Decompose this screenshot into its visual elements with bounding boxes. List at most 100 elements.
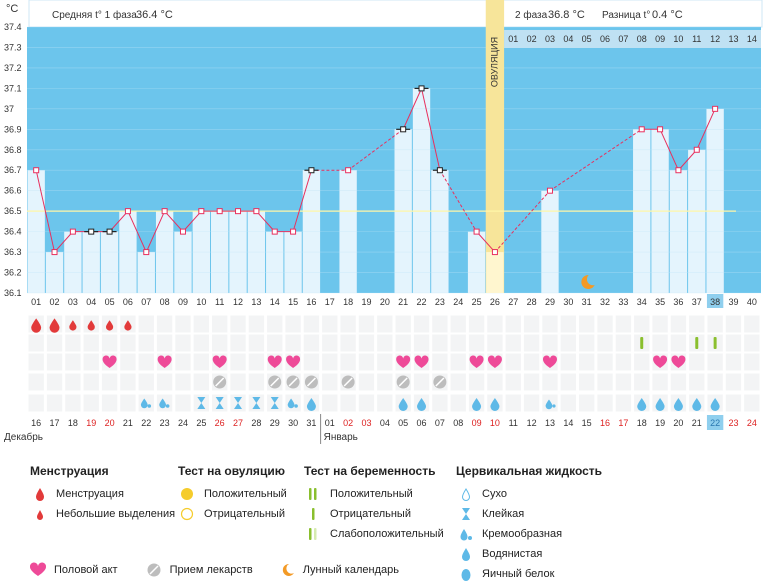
grid-cell xyxy=(175,394,191,412)
grid-cell xyxy=(138,315,154,333)
grid-cell xyxy=(303,334,320,352)
temperature-point xyxy=(436,167,443,174)
pregnancy-positive-icon xyxy=(640,337,644,349)
cycle-day-label: 26 xyxy=(490,297,500,307)
grid-cell xyxy=(377,373,393,391)
legend-ovulation-title: Тест на овуляцию xyxy=(178,464,285,478)
grid-cell xyxy=(634,315,650,333)
cycle-day-label: 15 xyxy=(288,297,298,307)
temperature-point xyxy=(143,249,150,256)
y-tick-label: 36.7 xyxy=(4,165,22,175)
grid-cell xyxy=(487,334,503,352)
grid-cell xyxy=(322,315,338,333)
grid-cell xyxy=(267,334,283,352)
temperature-point xyxy=(69,228,76,235)
grid-cell xyxy=(212,394,228,412)
grid-cell xyxy=(303,353,320,371)
date-label: 20 xyxy=(673,418,683,428)
y-tick-label: 37.1 xyxy=(4,83,22,93)
temperature-bar xyxy=(266,231,284,293)
grid-cell xyxy=(120,353,136,371)
cycle-day-label: 39 xyxy=(728,297,738,307)
temperature-line xyxy=(109,210,129,232)
grid-cell xyxy=(285,315,301,333)
date-label: 24 xyxy=(178,418,188,428)
grid-cell xyxy=(597,334,613,352)
light-spotting-drop-icon xyxy=(37,510,43,520)
grid-cell xyxy=(395,315,411,333)
grid-cell xyxy=(267,394,283,412)
grid-cell xyxy=(175,373,191,391)
grid-cell xyxy=(542,373,558,391)
grid-cell xyxy=(377,353,393,371)
date-label: 02 xyxy=(343,418,353,428)
unit-label: °C xyxy=(6,3,18,15)
temperature-bar xyxy=(541,190,559,293)
post-ovulation-day: 13 xyxy=(728,34,738,44)
date-label: 01 xyxy=(325,418,335,428)
temperature-point xyxy=(675,167,682,174)
date-label: 28 xyxy=(251,418,261,428)
grid-cell xyxy=(615,373,632,391)
grid-cell xyxy=(193,315,209,333)
post-ovulation-day: 14 xyxy=(747,34,757,44)
grid-cell xyxy=(230,394,246,412)
temperature-point xyxy=(638,126,645,133)
grid-cell xyxy=(65,394,81,412)
grid-cell xyxy=(156,315,173,333)
date-label: 23 xyxy=(728,418,738,428)
temperature-point xyxy=(88,228,95,235)
date-label: 25 xyxy=(196,418,206,428)
date-row: 16 17 18 19 20 21 22 23 24 25 26 27 28 29 30 31 01 02 03 04… xyxy=(4,414,757,444)
grid-cell xyxy=(175,315,191,333)
grid-cell xyxy=(377,394,393,412)
grid-cell xyxy=(193,373,209,391)
grid-cell xyxy=(358,373,375,391)
creamy-drop-icon xyxy=(140,398,148,409)
intercourse-heart-icon xyxy=(542,355,558,368)
phase1-value: 36.4 °C xyxy=(136,9,173,21)
grid-cell xyxy=(432,334,448,352)
grid-cell xyxy=(248,373,265,391)
grid-cell xyxy=(744,373,760,391)
pregnancy-positive-icon xyxy=(695,337,699,349)
sticky-hourglass-icon xyxy=(234,397,243,409)
grid-cell xyxy=(248,315,265,333)
grid-cell xyxy=(560,315,576,333)
grid-cell xyxy=(193,334,209,352)
grid-cell xyxy=(707,315,723,333)
temperature-point xyxy=(124,208,131,215)
grid-cell xyxy=(230,353,246,371)
y-tick-label: 36.1 xyxy=(4,288,22,298)
grid-cell xyxy=(28,353,44,371)
temperature-line xyxy=(256,210,276,232)
medication-pill-stripe xyxy=(288,377,298,387)
cycle-day-label: 36 xyxy=(673,297,683,307)
grid-cell xyxy=(28,334,44,352)
grid-cell xyxy=(523,353,540,371)
post-ovulation-header xyxy=(504,30,761,48)
temperature-point xyxy=(400,126,407,133)
sticky-hourglass-icon xyxy=(252,397,261,409)
grid-cell xyxy=(689,373,705,391)
menstruation-drop-icon xyxy=(49,318,60,333)
date-label: 11 xyxy=(509,418,518,428)
temperature-line xyxy=(127,210,147,253)
grid-cell xyxy=(358,394,375,412)
legend-pregnancy-test: Тест на беременность Положительный Отриц… xyxy=(304,464,444,544)
temperature-line xyxy=(145,210,166,253)
grid-cell xyxy=(707,353,723,371)
light-spotting-drop-icon xyxy=(87,320,95,331)
grid-cell xyxy=(689,353,705,371)
grid-cell xyxy=(597,394,613,412)
cycle-day-label: 01 xyxy=(31,297,41,307)
grid-cell xyxy=(101,334,118,352)
legend-item: Положительный xyxy=(204,488,287,500)
grid-cell xyxy=(505,334,521,352)
y-tick-label: 36.5 xyxy=(4,206,22,216)
grid-cell xyxy=(560,353,576,371)
cycle-day-label: 30 xyxy=(563,297,573,307)
temperature-point xyxy=(657,126,664,133)
grid-cell xyxy=(615,353,632,371)
date-label: 18 xyxy=(637,418,647,428)
